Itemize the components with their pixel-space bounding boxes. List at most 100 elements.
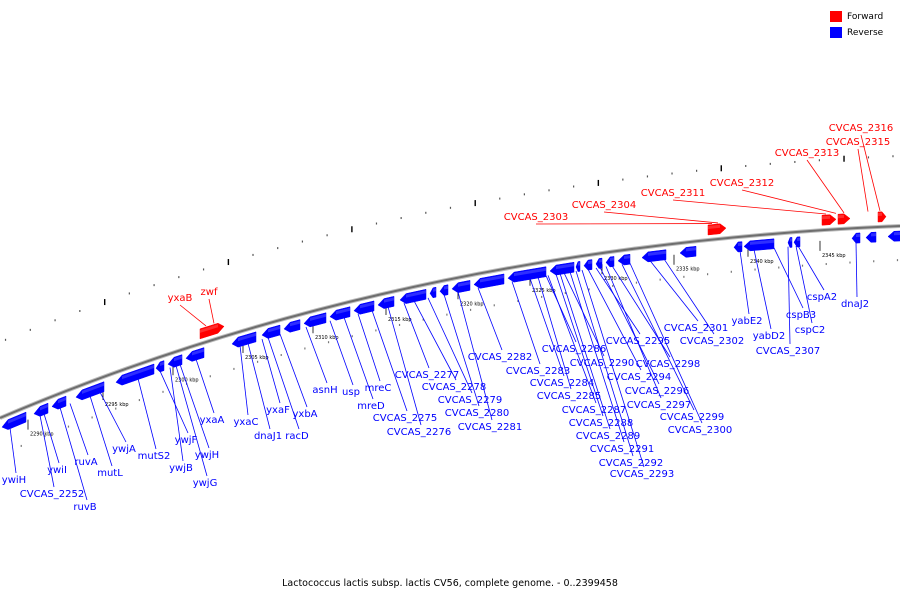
reverse-gene-arrow [439,284,449,296]
reverse-gene-arrow [641,249,667,263]
reverse-gene-arrow [887,230,900,242]
forward-track-tick [202,268,205,271]
forward-track-tick [474,200,476,207]
reverse-gene-arrow [51,395,67,410]
leader-line [169,367,184,462]
leader-line [581,269,645,468]
leader-line [753,249,772,330]
gene-label: yxaC [234,417,259,428]
reverse-track-tick [351,335,353,338]
forward-track-tick [128,292,130,295]
leader-line [603,211,719,224]
reverse-gene-arrow [679,245,697,258]
leader-line [559,273,611,430]
forward-swatch-icon [830,11,842,22]
reverse-gene-arrow [353,300,375,315]
gene-label: CVCAS_2294 [607,372,671,383]
forward-track-tick [867,156,870,159]
gene-label: ywjH [195,450,219,461]
reverse-track-tick [706,273,709,276]
forward-track-tick [818,159,820,162]
reverse-track-tick [280,354,282,357]
leader-line [547,275,597,404]
gene-label: CVCAS_2295 [606,336,670,347]
forward-track-tick [301,240,304,243]
gene-label: CVCAS_2275 [373,413,437,424]
leader-line [179,304,207,327]
leader-line [595,267,641,335]
leader-line [208,298,215,324]
tick-label: 2325 kbp [532,288,556,294]
leader-line [511,281,541,365]
reverse-gene-arrow [793,236,801,248]
gene-label: ywjB [169,463,193,474]
leader-line [629,263,703,424]
forward-track-tick [4,338,7,341]
forward-track-tick [153,284,155,287]
forward-track-tick [425,211,427,214]
reverse-track-tick [659,278,661,281]
gene-label: mutS2 [138,451,171,462]
reverse-gene-arrow [733,241,743,253]
leader-line [427,297,473,394]
reverse-gene-arrow [743,238,775,252]
forward-track-tick [523,193,525,196]
leader-line [477,287,503,351]
gene-label: CVCAS_2286 [542,344,606,355]
leader-line [137,378,157,450]
reverse-gene-arrow [451,280,471,293]
gene-label: CVCAS_2300 [668,425,732,436]
forward-track-tick [400,217,402,220]
gene-label: cspB3 [786,310,816,321]
reverse-track-tick [256,360,259,363]
reverse-gene-arrow [283,319,301,333]
leader-line [599,267,660,385]
reverse-gene-arrow [429,286,437,299]
leader-line [857,148,869,212]
leader-line [672,199,827,215]
reverse-track-tick [398,323,401,326]
forward-track-tick [720,165,722,172]
leader-line [305,326,328,384]
gene-label: CVCAS_2301 [664,323,728,334]
gene-label: yxaB [168,293,193,304]
gene-label: CVCAS_2283 [506,366,570,377]
reverse-track-tick [375,329,377,332]
gene-label: CVCAS_2279 [438,395,502,406]
gene-label: CVCAS_2302 [680,336,744,347]
leader-line [787,246,791,345]
gene-label: CVCAS_2278 [422,382,486,393]
reverse-gene-arrow [473,273,505,289]
legend-item-reverse: Reverse [830,25,892,40]
gene-label: usp [342,387,360,398]
tick-label: 2305 kbp [245,355,269,361]
reverse-track-tick [778,266,780,269]
tick-label: 2315 kbp [388,317,412,323]
tick-label: 2330 kbp [604,276,628,282]
reverse-track-tick [20,444,22,447]
forward-gene-arrow [199,322,225,340]
leader-line [261,339,281,404]
reverse-gene-arrow [583,259,593,271]
gene-label: yxbA [292,409,317,420]
gene-label: mreD [357,401,385,412]
gene-label: CVCAS_2252 [20,489,84,500]
forward-track-tick [597,179,600,186]
reverse-gene-arrow [1,411,27,430]
forward-gene-arrow [821,214,837,226]
leader-line [387,306,422,426]
reverse-track-tick [588,288,590,291]
leader-line [239,345,249,416]
forward-gene-arrow [877,211,887,223]
reverse-track-tick [517,299,519,302]
reverse-swatch-icon [830,27,842,38]
reverse-gene-arrow [261,324,281,339]
forward-gene-arrow [707,223,727,236]
forward-track-tick [794,160,796,163]
reverse-track-tick [327,341,330,344]
forward-track-tick [29,328,31,331]
forward-track-tick [178,276,180,279]
forward-track-tick [252,253,254,256]
gene-label: CVCAS_2291 [590,444,654,455]
gene-labels: yxaB zwf CVCAS_2303 CVCAS_2304 CVCAS_2311 CVC… [2,123,893,513]
